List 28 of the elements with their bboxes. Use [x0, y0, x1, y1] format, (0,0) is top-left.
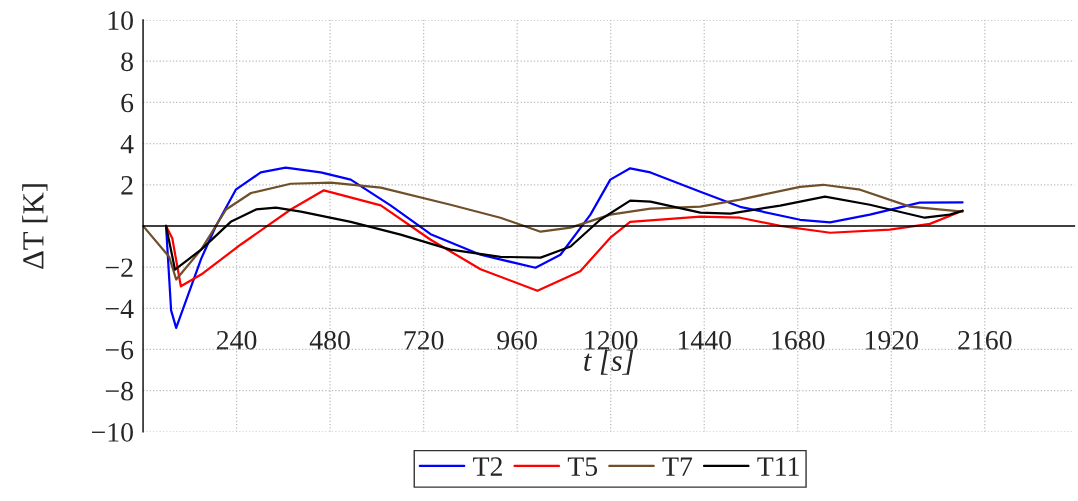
- line-series: [164, 166, 964, 329]
- x-tick-label: 960: [497, 330, 537, 350]
- line-series: [164, 189, 964, 292]
- x-tick-label: 1440: [678, 330, 731, 350]
- y-tick-label: −4: [105, 299, 134, 318]
- y-tick-label: 4: [120, 134, 134, 154]
- x-axis-title: t [s]: [584, 349, 634, 375]
- legend-label: T2: [473, 457, 502, 476]
- y-axis-title: ΔT [K]: [22, 184, 48, 269]
- legend-label: T7: [662, 457, 693, 476]
- y-tick-label: −6: [105, 340, 134, 360]
- legend-label: T11: [757, 457, 799, 476]
- x-tick-label: 720: [404, 330, 444, 350]
- y-tick-label: −10: [91, 423, 133, 442]
- x-tick-label: 1200: [585, 330, 638, 350]
- y-tick-label: 10: [108, 11, 133, 30]
- x-tick-label: 1920: [865, 330, 918, 350]
- x-tick-label: 240: [216, 330, 257, 350]
- y-tick-label: 2: [121, 176, 133, 195]
- legend-label: T5: [567, 457, 598, 476]
- y-tick-label: 6: [121, 93, 134, 113]
- line-series: [143, 181, 964, 281]
- x-tick-label: 1680: [772, 330, 825, 350]
- y-tick-label: −2: [105, 258, 133, 277]
- y-tick-label: −8: [105, 381, 133, 401]
- y-tick-label: 8: [121, 52, 133, 72]
- x-tick-label: 2160: [958, 330, 1012, 350]
- x-tick-label: 480: [309, 330, 350, 350]
